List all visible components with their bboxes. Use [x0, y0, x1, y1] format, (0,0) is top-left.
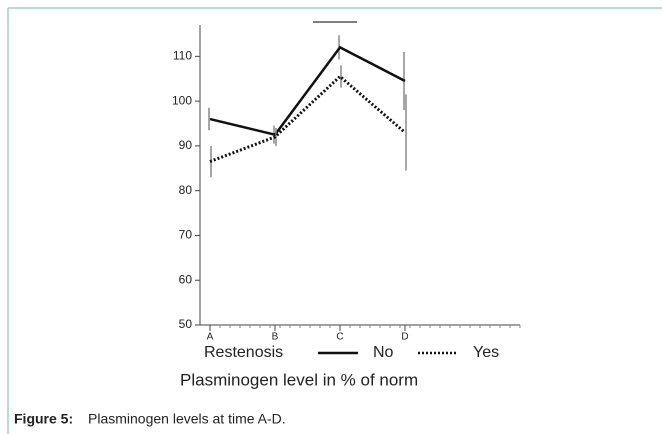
legend-title: Restenosis [204, 344, 283, 361]
y-tick-label: 110 [173, 49, 192, 63]
legend-label: No [373, 344, 394, 361]
series-line [209, 45, 406, 137]
legend-label: Yes [473, 344, 499, 361]
caption-label: Figure 5: [14, 411, 73, 427]
y-tick-label: 100 [172, 93, 192, 107]
x-tick-label: D [401, 332, 408, 343]
y-tick-label: 60 [179, 272, 193, 286]
y-tick-label: 90 [179, 138, 193, 152]
x-tick-label: B [272, 332, 279, 343]
series-line [209, 74, 406, 163]
y-tick-label: 70 [179, 228, 193, 242]
caption-text: Plasminogen levels at time A-D. [88, 411, 286, 427]
y-tick-label: 80 [179, 183, 193, 197]
x-tick-label: C [336, 332, 343, 343]
x-tick-label: A [207, 332, 214, 343]
y-tick-label: 50 [179, 317, 193, 331]
x-axis-label: Plasminogen level in % of norm [180, 370, 418, 389]
